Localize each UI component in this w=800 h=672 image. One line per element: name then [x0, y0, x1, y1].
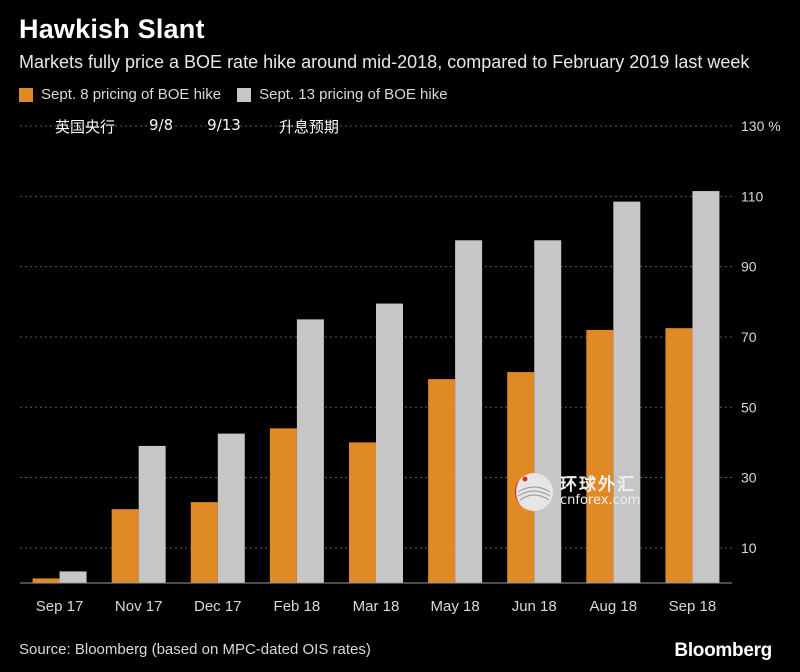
- y-tick-label: 70: [741, 329, 757, 345]
- bar-sept13-may-18: [455, 240, 483, 583]
- bar-sept8-sep-17: [32, 578, 60, 583]
- y-tick-label: 110: [741, 188, 764, 204]
- bar-sept8-sep-18: [665, 328, 693, 583]
- legend-item-sept13: Sept. 13 pricing of BOE hike: [237, 86, 448, 103]
- x-tick-label: Feb 18: [274, 598, 321, 615]
- x-tick-label: Nov 17: [115, 598, 163, 615]
- x-tick-label: Jun 18: [512, 598, 557, 615]
- x-tick-label: Sep 17: [36, 598, 84, 615]
- x-tick-labels: Sep 17 Nov 17 Dec 17 Feb 18 Mar 18 May 18 Jun …: [36, 598, 716, 615]
- legend-swatch-sept8: [19, 87, 33, 102]
- bar-sept8-may-18: [428, 379, 456, 583]
- x-tick-label: Sep 18: [669, 598, 717, 615]
- x-tick-label: Aug 18: [590, 598, 638, 615]
- y-tick-label: 90: [741, 259, 757, 275]
- bar-sept8-aug-18: [586, 329, 614, 583]
- annotation-hike-expectation: 升息预期: [278, 118, 339, 136]
- bar-sept8-nov-17: [111, 509, 139, 583]
- y-tick-labels: 10 30 50 70 90 110 130 %: [741, 118, 781, 556]
- bar-sept13-sep-18: [692, 191, 720, 583]
- watermark-globe-icon: [514, 473, 553, 511]
- bar-sept13-nov-17: [138, 445, 166, 583]
- watermark-cn: 环球外汇: [560, 474, 636, 495]
- watermark-en: cnforex.com: [560, 493, 641, 509]
- bar-sept13-sep-17: [59, 571, 87, 583]
- bar-sept13-jun-18: [534, 240, 562, 583]
- x-tick-label: May 18: [431, 598, 480, 615]
- y-tick-label: 10: [741, 540, 757, 556]
- watermark: 环球外汇 cnforex.com: [512, 470, 640, 514]
- chinese-annotation: 英国央行 9/8 9/13 升息预期: [55, 116, 373, 137]
- chart-title: Hawkish Slant: [19, 14, 205, 44]
- legend-label-sept13: Sept. 13 pricing of BOE hike: [259, 86, 448, 103]
- bar-sept8-mar-18: [349, 442, 376, 583]
- x-tick-label: Dec 17: [194, 598, 242, 615]
- x-tick-label: Mar 18: [353, 598, 400, 615]
- legend: Sept. 8 pricing of BOE hike Sept. 13 pri…: [19, 86, 464, 103]
- legend-swatch-sept13: [237, 87, 252, 102]
- annotation-date-1: 9/8: [149, 116, 174, 134]
- bar-sept8-dec-17: [190, 502, 218, 583]
- annotation-boe: 英国央行: [55, 118, 116, 136]
- bars: [32, 191, 720, 583]
- bar-sept13-feb-18: [296, 319, 324, 583]
- brand-logo: Bloomberg: [674, 640, 772, 661]
- bar-sept13-aug-18: [613, 201, 641, 583]
- y-tick-label: 30: [741, 470, 757, 486]
- annotation-date-2: 9/13: [207, 116, 241, 134]
- bar-sept8-feb-18: [269, 428, 297, 583]
- y-tick-label: 130 %: [741, 118, 781, 134]
- legend-item-sept8: Sept. 8 pricing of BOE hike: [19, 86, 221, 103]
- legend-label-sept8: Sept. 8 pricing of BOE hike: [41, 86, 222, 103]
- chart-subtitle: Markets fully price a BOE rate hike arou…: [19, 52, 750, 72]
- source-note: Source: Bloomberg (based on MPC-dated OI…: [19, 641, 371, 658]
- y-tick-label: 50: [741, 399, 757, 415]
- bar-sept13-mar-18: [376, 303, 403, 583]
- bar-sept13-dec-17: [217, 433, 245, 583]
